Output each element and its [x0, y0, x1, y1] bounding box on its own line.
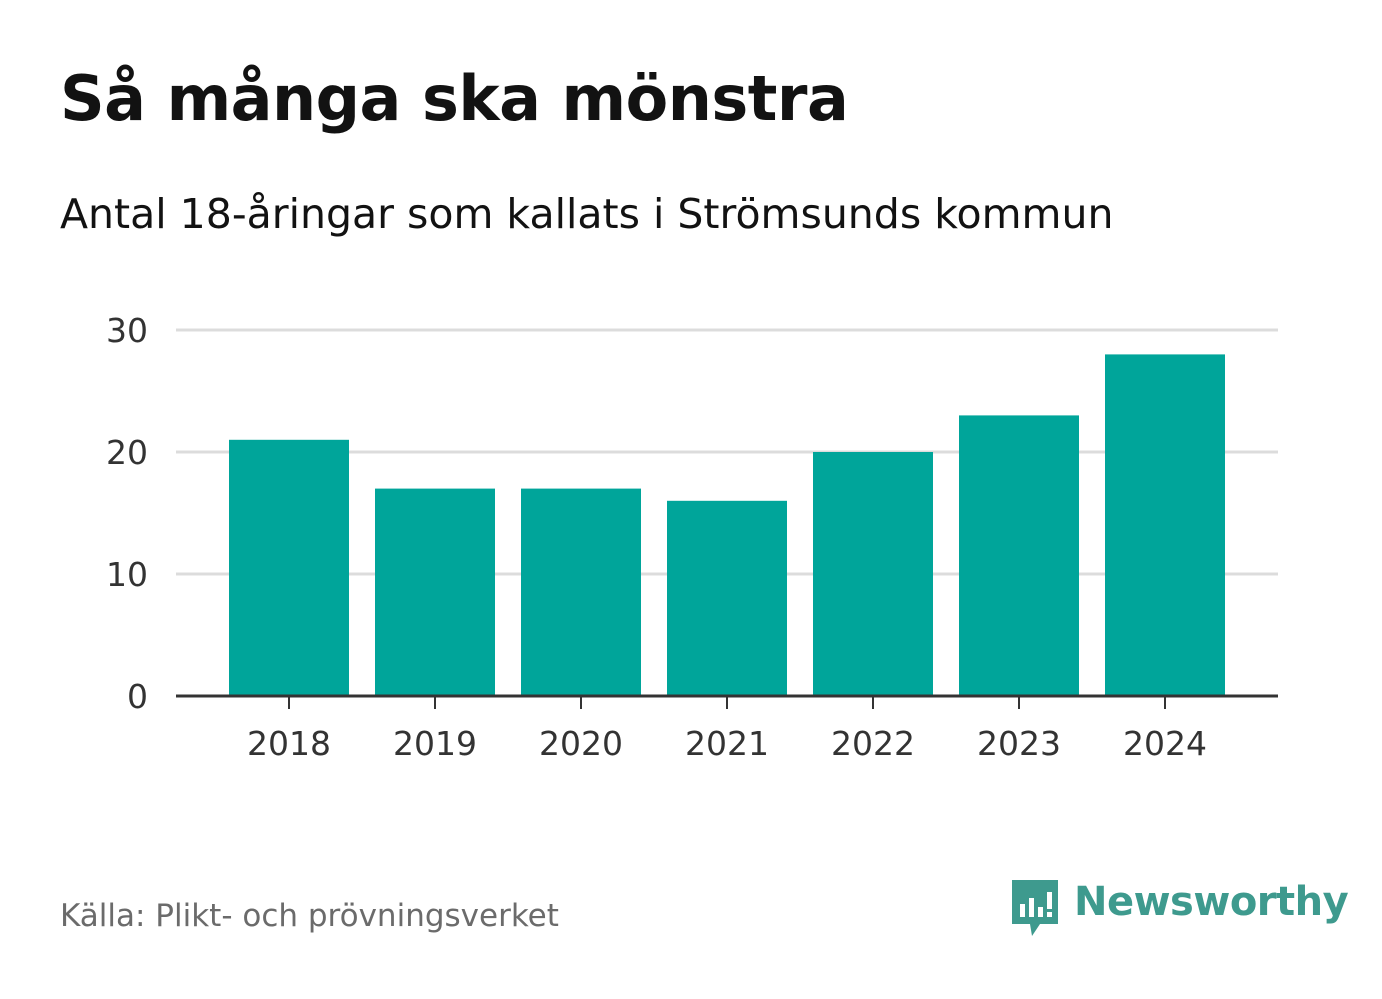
x-tick-label: 2023 — [977, 724, 1061, 763]
brand-logo: Newsworthy — [1010, 878, 1349, 938]
x-tick-label: 2021 — [685, 724, 769, 763]
brand-name: Newsworthy — [1074, 879, 1349, 925]
x-tick-label: 2020 — [539, 724, 623, 763]
x-tick-label: 2018 — [247, 724, 331, 763]
bars — [229, 354, 1225, 696]
y-tick-label: 10 — [106, 555, 148, 594]
bar-2019 — [375, 488, 495, 696]
chart-title: Så många ska mönstra — [60, 62, 849, 135]
bar-2022 — [813, 452, 933, 696]
bar-2020 — [521, 488, 641, 696]
x-tick-label: 2019 — [393, 724, 477, 763]
newsworthy-logo-icon — [1012, 880, 1058, 936]
x-tick-label: 2024 — [1123, 724, 1207, 763]
y-tick-label: 0 — [127, 677, 148, 716]
source-note: Källa: Plikt- och prövningsverket — [60, 898, 559, 934]
bar-2024 — [1105, 354, 1225, 696]
bar-2023 — [959, 415, 1079, 696]
y-tick-label: 20 — [106, 433, 148, 472]
y-axis-tick-labels: 0 10 20 30 — [106, 311, 148, 716]
x-tick-label: 2022 — [831, 724, 915, 763]
y-tick-label: 30 — [106, 311, 148, 350]
bar-2018 — [229, 439, 349, 696]
x-axis: 2018 2019 2020 2021 2022 2023 2024 — [176, 694, 1278, 763]
bar-2021 — [667, 500, 787, 696]
chart-subtitle: Antal 18-åringar som kallats i Strömsund… — [60, 190, 1114, 238]
